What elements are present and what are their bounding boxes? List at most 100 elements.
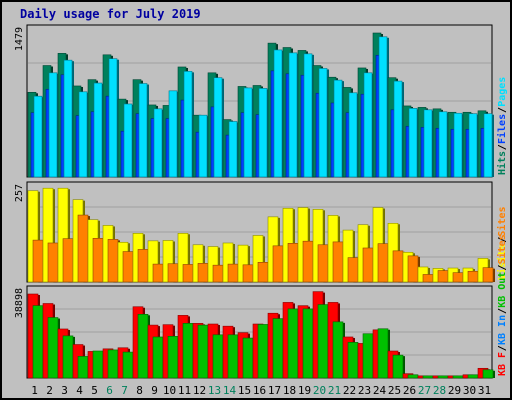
- bar-hits-pages: [213, 77, 223, 178]
- legend-separator: /: [497, 308, 508, 314]
- bar-hits-pages: [453, 112, 463, 178]
- legend-visits-visits: Visits: [496, 244, 508, 280]
- bar-visits-sites: [197, 263, 209, 283]
- legend-separator: /: [497, 237, 508, 243]
- bar-visits-sites: [227, 263, 239, 283]
- chart-title: Daily usage for July 2019: [20, 7, 201, 21]
- legend-kbytes-kb-in: KB In: [497, 315, 508, 345]
- bar-kbytes-kb-out: [452, 375, 464, 379]
- x-tick-label: 14: [223, 384, 237, 397]
- bar-kbytes-kb-out: [182, 323, 194, 379]
- x-tick-label: 20: [313, 384, 326, 397]
- bar-hits-pages: [48, 72, 58, 178]
- x-tick-label: 22: [343, 384, 356, 397]
- x-tick-label: 31: [478, 384, 491, 397]
- bar-hits-pages: [228, 121, 238, 178]
- bar-hits-pages: [123, 103, 133, 178]
- bar-visits-sites: [317, 244, 329, 283]
- bar-hits-pages: [408, 108, 418, 178]
- x-tick-label: 5: [91, 384, 98, 397]
- bar-hits-pages: [483, 113, 493, 178]
- x-tick-label: 16: [253, 384, 266, 397]
- bar-hits-pages: [438, 111, 448, 178]
- bar-hits-pages: [318, 68, 328, 178]
- bar-hits-pages: [333, 79, 343, 178]
- legend-separator: /: [497, 107, 508, 113]
- bar-hits-pages: [33, 95, 43, 178]
- bar-visits-sites: [257, 262, 269, 283]
- bar-hits-pages: [363, 72, 373, 178]
- bar-visits-sites: [47, 242, 59, 283]
- bar-hits-pages: [303, 53, 313, 178]
- bar-hits-pages: [153, 108, 163, 178]
- bar-visits-sites: [437, 270, 449, 283]
- bar-hits-pages: [108, 58, 118, 178]
- bar-hits-pages: [198, 114, 208, 178]
- bar-kbytes-kb-out: [362, 333, 374, 379]
- bar-kbytes-kb-out: [377, 328, 389, 379]
- x-tick-label: 8: [136, 384, 143, 397]
- x-tick-label: 30: [463, 384, 476, 397]
- bar-kbytes-kb-out: [422, 375, 434, 379]
- bar-hits-pages: [348, 92, 358, 178]
- x-tick-label: 24: [373, 384, 387, 397]
- x-tick-label: 27: [418, 384, 431, 397]
- bar-visits-sites: [467, 270, 479, 283]
- x-tick-label: 1: [31, 384, 38, 397]
- bar-kbytes-kb-out: [107, 349, 119, 379]
- bar-visits-sites: [152, 263, 164, 283]
- x-tick-label: 18: [283, 384, 296, 397]
- bar-visits-sites: [377, 243, 389, 283]
- x-tick-label: 28: [433, 384, 446, 397]
- panel-visits-ymax-label: 257: [14, 184, 25, 202]
- x-tick-label: 9: [151, 384, 158, 397]
- bar-kbytes-kb-out: [227, 334, 239, 379]
- bar-kbytes-kb-out: [92, 350, 104, 379]
- bar-kbytes-kb-out: [302, 308, 314, 379]
- bar-kbytes-kb-out: [347, 342, 359, 379]
- bar-hits-pages: [393, 80, 403, 178]
- bar-kbytes-kb-out: [272, 318, 284, 379]
- bar-visits-sites: [422, 274, 434, 283]
- bar-kbytes-kb-out: [32, 305, 44, 379]
- legend-kbytes-kb-out: KB Out: [497, 272, 508, 308]
- bar-kbytes-kb-out: [152, 336, 164, 379]
- bar-hits-pages: [378, 36, 388, 178]
- bar-kbytes-kb-out: [47, 317, 59, 379]
- x-tick-label: 10: [163, 384, 176, 397]
- x-tick-label: 7: [121, 384, 128, 397]
- bar-visits-sites: [242, 264, 254, 283]
- x-tick-label: 13: [208, 384, 221, 397]
- legend-hits-hits: Hits: [496, 151, 508, 175]
- bar-hits-pages: [78, 91, 88, 178]
- bar-visits-sites: [302, 240, 314, 283]
- bar-kbytes-kb-out: [437, 375, 449, 379]
- bar-visits-sites: [32, 239, 44, 283]
- x-tick-label: 6: [106, 384, 113, 397]
- bar-visits-sites: [62, 238, 74, 283]
- bar-kbytes-kb-out: [122, 351, 134, 379]
- legend-separator: /: [497, 345, 508, 351]
- bar-visits-sites: [392, 250, 404, 283]
- bar-visits-sites: [137, 249, 149, 283]
- bar-kbytes-kb-out: [317, 304, 329, 379]
- bar-visits-sites: [332, 241, 344, 283]
- bar-hits-pages: [138, 83, 148, 178]
- bar-kbytes-kb-out: [257, 324, 269, 379]
- bar-hits-pages: [273, 49, 283, 178]
- bar-visits-sites: [362, 247, 374, 283]
- bar-hits-pages: [288, 52, 298, 178]
- bar-kbytes-kb-out: [482, 369, 494, 379]
- bar-kbytes-kb-out: [467, 374, 479, 379]
- legend-kbytes-sites: Sites: [496, 234, 508, 264]
- x-tick-label: 15: [238, 384, 251, 397]
- x-tick-label: 23: [358, 384, 371, 397]
- bar-visits-sites: [92, 238, 104, 283]
- bar-hits-pages: [468, 113, 478, 178]
- legend-hits-files: Files: [496, 114, 508, 144]
- x-tick-label: 11: [178, 384, 191, 397]
- bar-kbytes-kb-out: [137, 313, 149, 379]
- bar-hits-pages: [423, 109, 433, 178]
- x-tick-label: 17: [268, 384, 281, 397]
